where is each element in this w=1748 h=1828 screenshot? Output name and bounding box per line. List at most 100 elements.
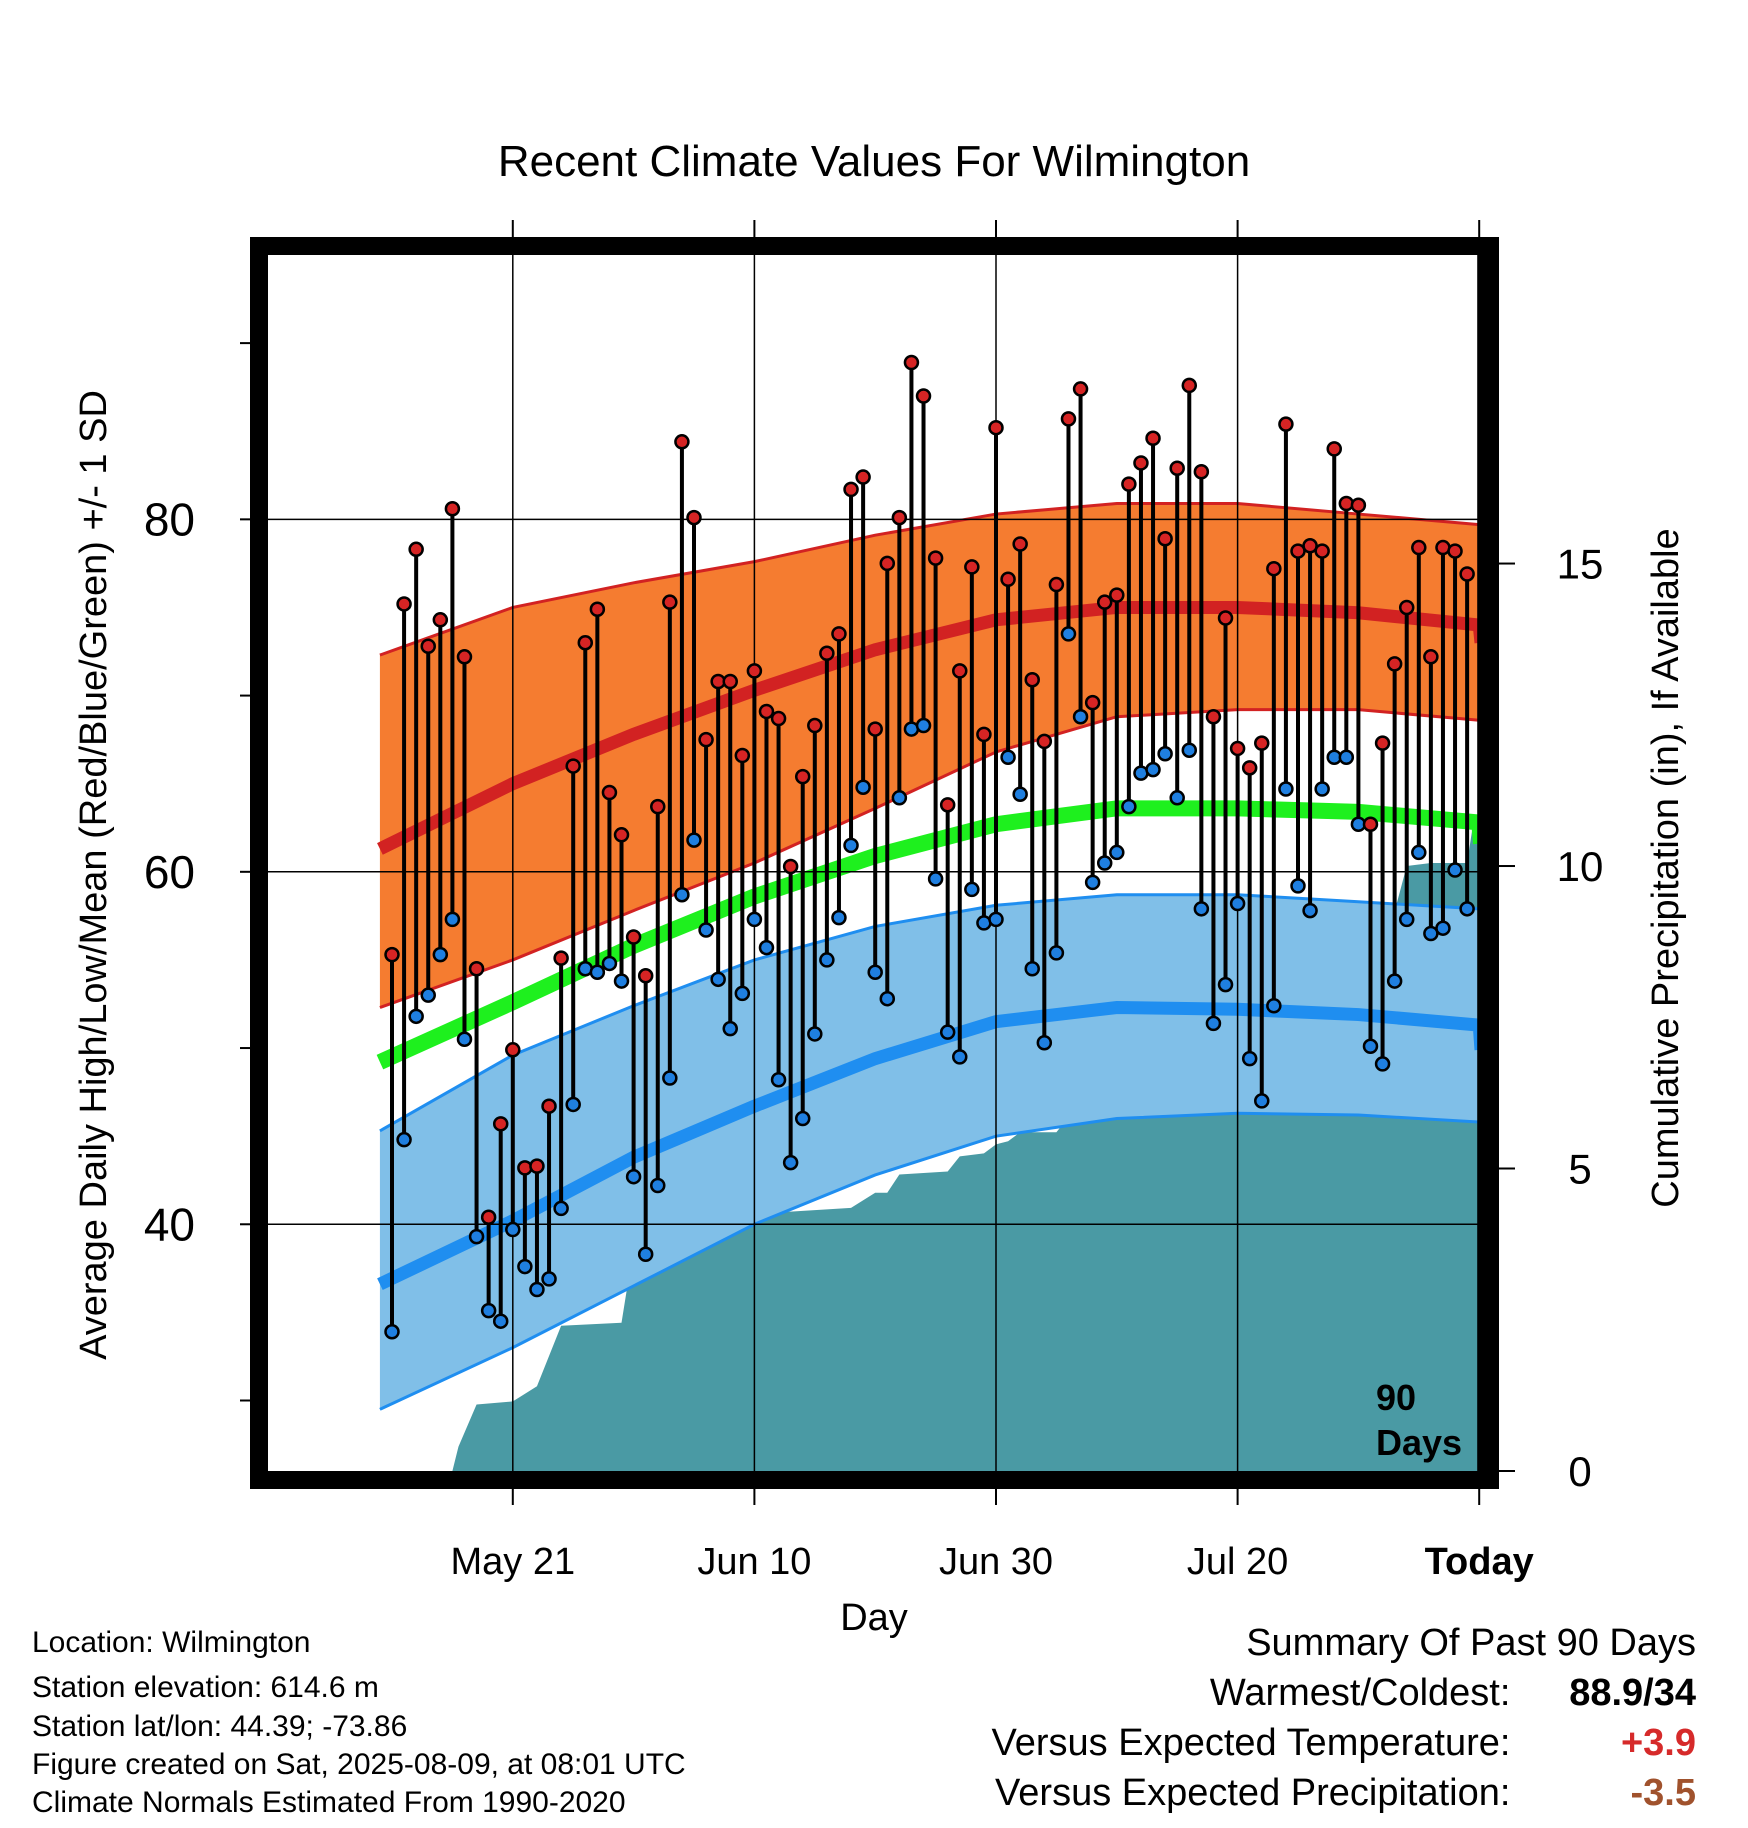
daily-high-point [396,596,412,612]
daily-low-point [1145,761,1161,778]
daily-low-point [674,886,690,903]
y-tick-labels: 40 60 80 [144,493,195,1250]
daily-high-point [444,501,461,517]
daily-low-point [964,881,980,898]
daily-low-point [1302,902,1318,919]
daily-high-point [1181,377,1198,394]
daily-high-point [807,717,823,734]
daily-low-point [1314,781,1330,797]
daily-high-point [1411,539,1427,556]
daily-low-point [601,955,618,972]
daily-low-point [1435,920,1451,936]
daily-high-point [1000,571,1016,588]
daily-low-point [444,911,461,928]
daily-low-point [927,871,944,887]
daily-high-point [891,509,908,526]
daily-high-point [1374,735,1391,751]
daily-high-point [831,626,847,642]
chart-title: Recent Climate Values For Wilmington [498,137,1250,186]
y2-tick-label: 5 [1568,1146,1591,1193]
daily-low-point [1374,1056,1391,1072]
daily-high-point [589,601,606,617]
daily-high-point [432,612,449,628]
summary-temp-label: Versus Expected Temperature: [991,1722,1511,1764]
daily-low-point [1217,976,1234,993]
daily-low-point [891,790,908,806]
daily-low-point [1362,1038,1379,1055]
daily-low-point [613,973,630,989]
daily-high-point [734,747,751,764]
daily-high-point [698,731,714,748]
daily-high-point [1205,708,1222,725]
daily-low-point [505,1221,521,1238]
daily-high-point [903,354,920,371]
daily-high-point [1326,441,1342,457]
daily-high-point [384,946,400,963]
daily-low-point [1266,997,1282,1014]
footer-location: Location: Wilmington [32,1626,311,1659]
daily-high-point [1096,594,1113,610]
daily-high-point [553,950,569,966]
daily-high-point [1109,587,1125,603]
y-tick-label: 60 [144,846,195,898]
daily-low-point [1012,786,1028,803]
daily-low-point [1459,901,1475,917]
daily-high-point [794,768,811,785]
daily-low-point [782,1154,799,1171]
summary-warmest-label: Warmest/Coldest: [1209,1672,1511,1714]
daily-low-point [650,1177,666,1194]
daily-high-point [529,1158,545,1174]
daily-high-point [855,469,871,485]
daily-low-point [686,832,702,848]
daily-low-point [420,987,436,1003]
daily-high-point [1314,543,1330,559]
daily-low-point [553,1200,569,1217]
y2-tick-label: 15 [1557,541,1604,588]
daily-low-point [1181,742,1198,758]
daily-high-point [492,1116,509,1132]
daily-low-point [722,1020,738,1037]
daily-high-point [601,784,618,801]
daily-high-point [1217,610,1234,626]
daily-low-point [915,717,932,734]
daily-high-point [480,1209,497,1225]
daily-high-point [976,726,992,743]
daily-high-point [468,960,485,977]
daily-low-point [396,1131,412,1148]
daily-high-point [565,758,581,774]
marker-label-1: 90 [1376,1377,1416,1418]
daily-stems [390,362,1470,1332]
daily-dots [384,354,1475,1340]
y-axis-label: Average Daily High/Low/Mean (Red/Blue/Gr… [73,390,115,1360]
daily-high-point [1362,816,1379,832]
daily-high-point [915,388,932,404]
daily-low-point [517,1258,533,1275]
daily-low-point [637,1246,654,1262]
daily-low-point [1109,844,1125,861]
daily-high-point [927,550,944,566]
daily-high-point [1447,543,1463,559]
y-tick-label: 80 [144,493,195,545]
footer-normals: Climate Normals Estimated From 1990-2020 [32,1786,626,1819]
daily-high-point [1350,497,1367,513]
daily-high-point [819,645,835,662]
daily-high-point [867,721,883,737]
daily-low-point [1096,855,1113,871]
daily-low-point [1060,626,1077,642]
daily-high-point [843,481,859,498]
daily-low-point [952,1049,968,1065]
daily-low-point [492,1313,509,1329]
daily-low-point [758,939,775,956]
daily-high-point [1193,464,1210,480]
daily-low-point [734,985,751,1002]
summary-warmest-value: 88.9/34 [1569,1672,1696,1714]
axis-ticks [240,220,1515,1505]
daily-high-point [1145,430,1161,447]
daily-low-point [408,1008,424,1025]
daily-high-point [505,1042,521,1058]
daily-high-point [1241,760,1258,776]
daily-high-point [408,541,424,558]
daily-high-point [964,559,980,575]
daily-high-point [1133,455,1149,471]
